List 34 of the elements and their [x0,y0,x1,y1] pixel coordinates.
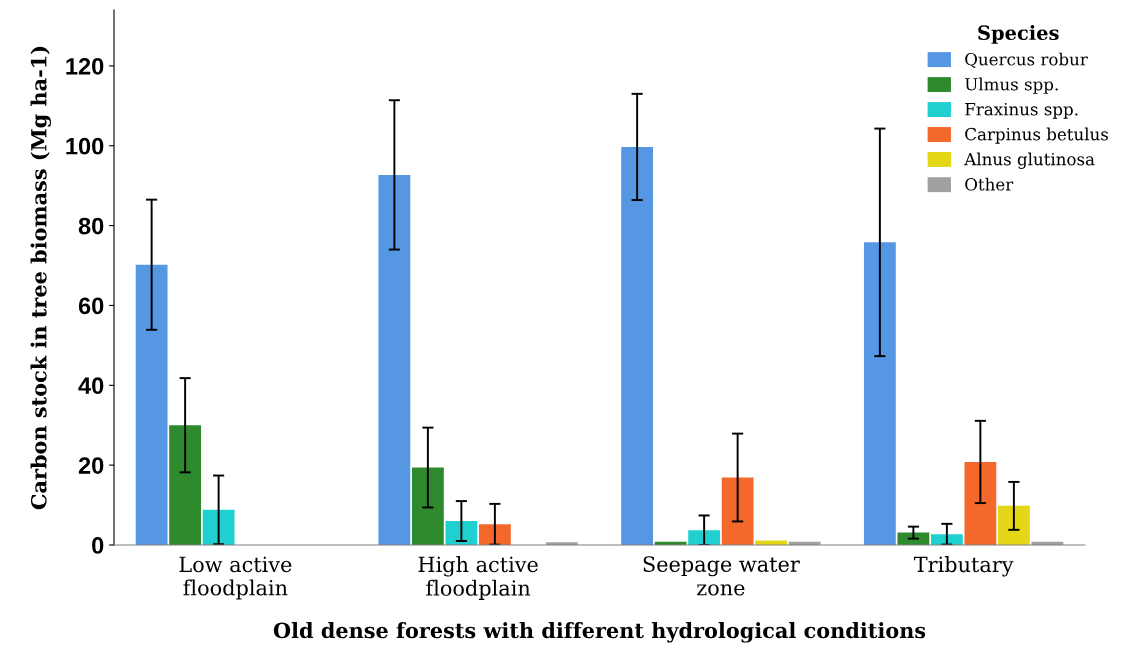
bar [135,264,168,545]
bar [863,242,896,545]
y-tick-label: 40 [78,377,104,395]
bar [478,524,511,545]
legend-label: Ulmus spp. [965,77,1058,94]
bar [621,146,654,545]
legend-label: Quercus robur [965,52,1088,68]
x-tick-label: Low active floodplain [179,556,292,600]
legend-label: Other [965,177,1014,191]
bar [688,530,721,545]
y-tick-label: 80 [78,217,104,235]
x-axis-title: Old dense forests with different hydrological conditions [273,622,926,643]
x-tick-label: Seepage water zone [643,556,800,596]
y-tick-label: 60 [78,297,104,315]
bar [378,174,411,545]
y-tick-label: 20 [78,457,104,474]
bar [169,425,202,545]
legend-label: Fraxinus spp. [965,102,1078,119]
bar [445,521,478,545]
x-tick-label: Tributary [913,556,1014,577]
bar [202,509,235,545]
bar [411,467,444,545]
y-axis-title: Carbon stock in tree biomass (Mg ha-1) [30,46,51,510]
y-tick-label: 0 [92,537,104,554]
bar [997,505,1030,545]
x-tick-label: High active floodplain [418,556,538,600]
y-tick-label: 100 [66,137,104,155]
bar [930,534,963,545]
bar [721,477,754,545]
legend-label: Carpinus betulus [965,127,1108,144]
y-tick-label: 120 [66,57,104,75]
legend-title: Species [978,25,1059,44]
bar [964,461,997,545]
legend-label: Alnus glutinosa [964,152,1095,169]
